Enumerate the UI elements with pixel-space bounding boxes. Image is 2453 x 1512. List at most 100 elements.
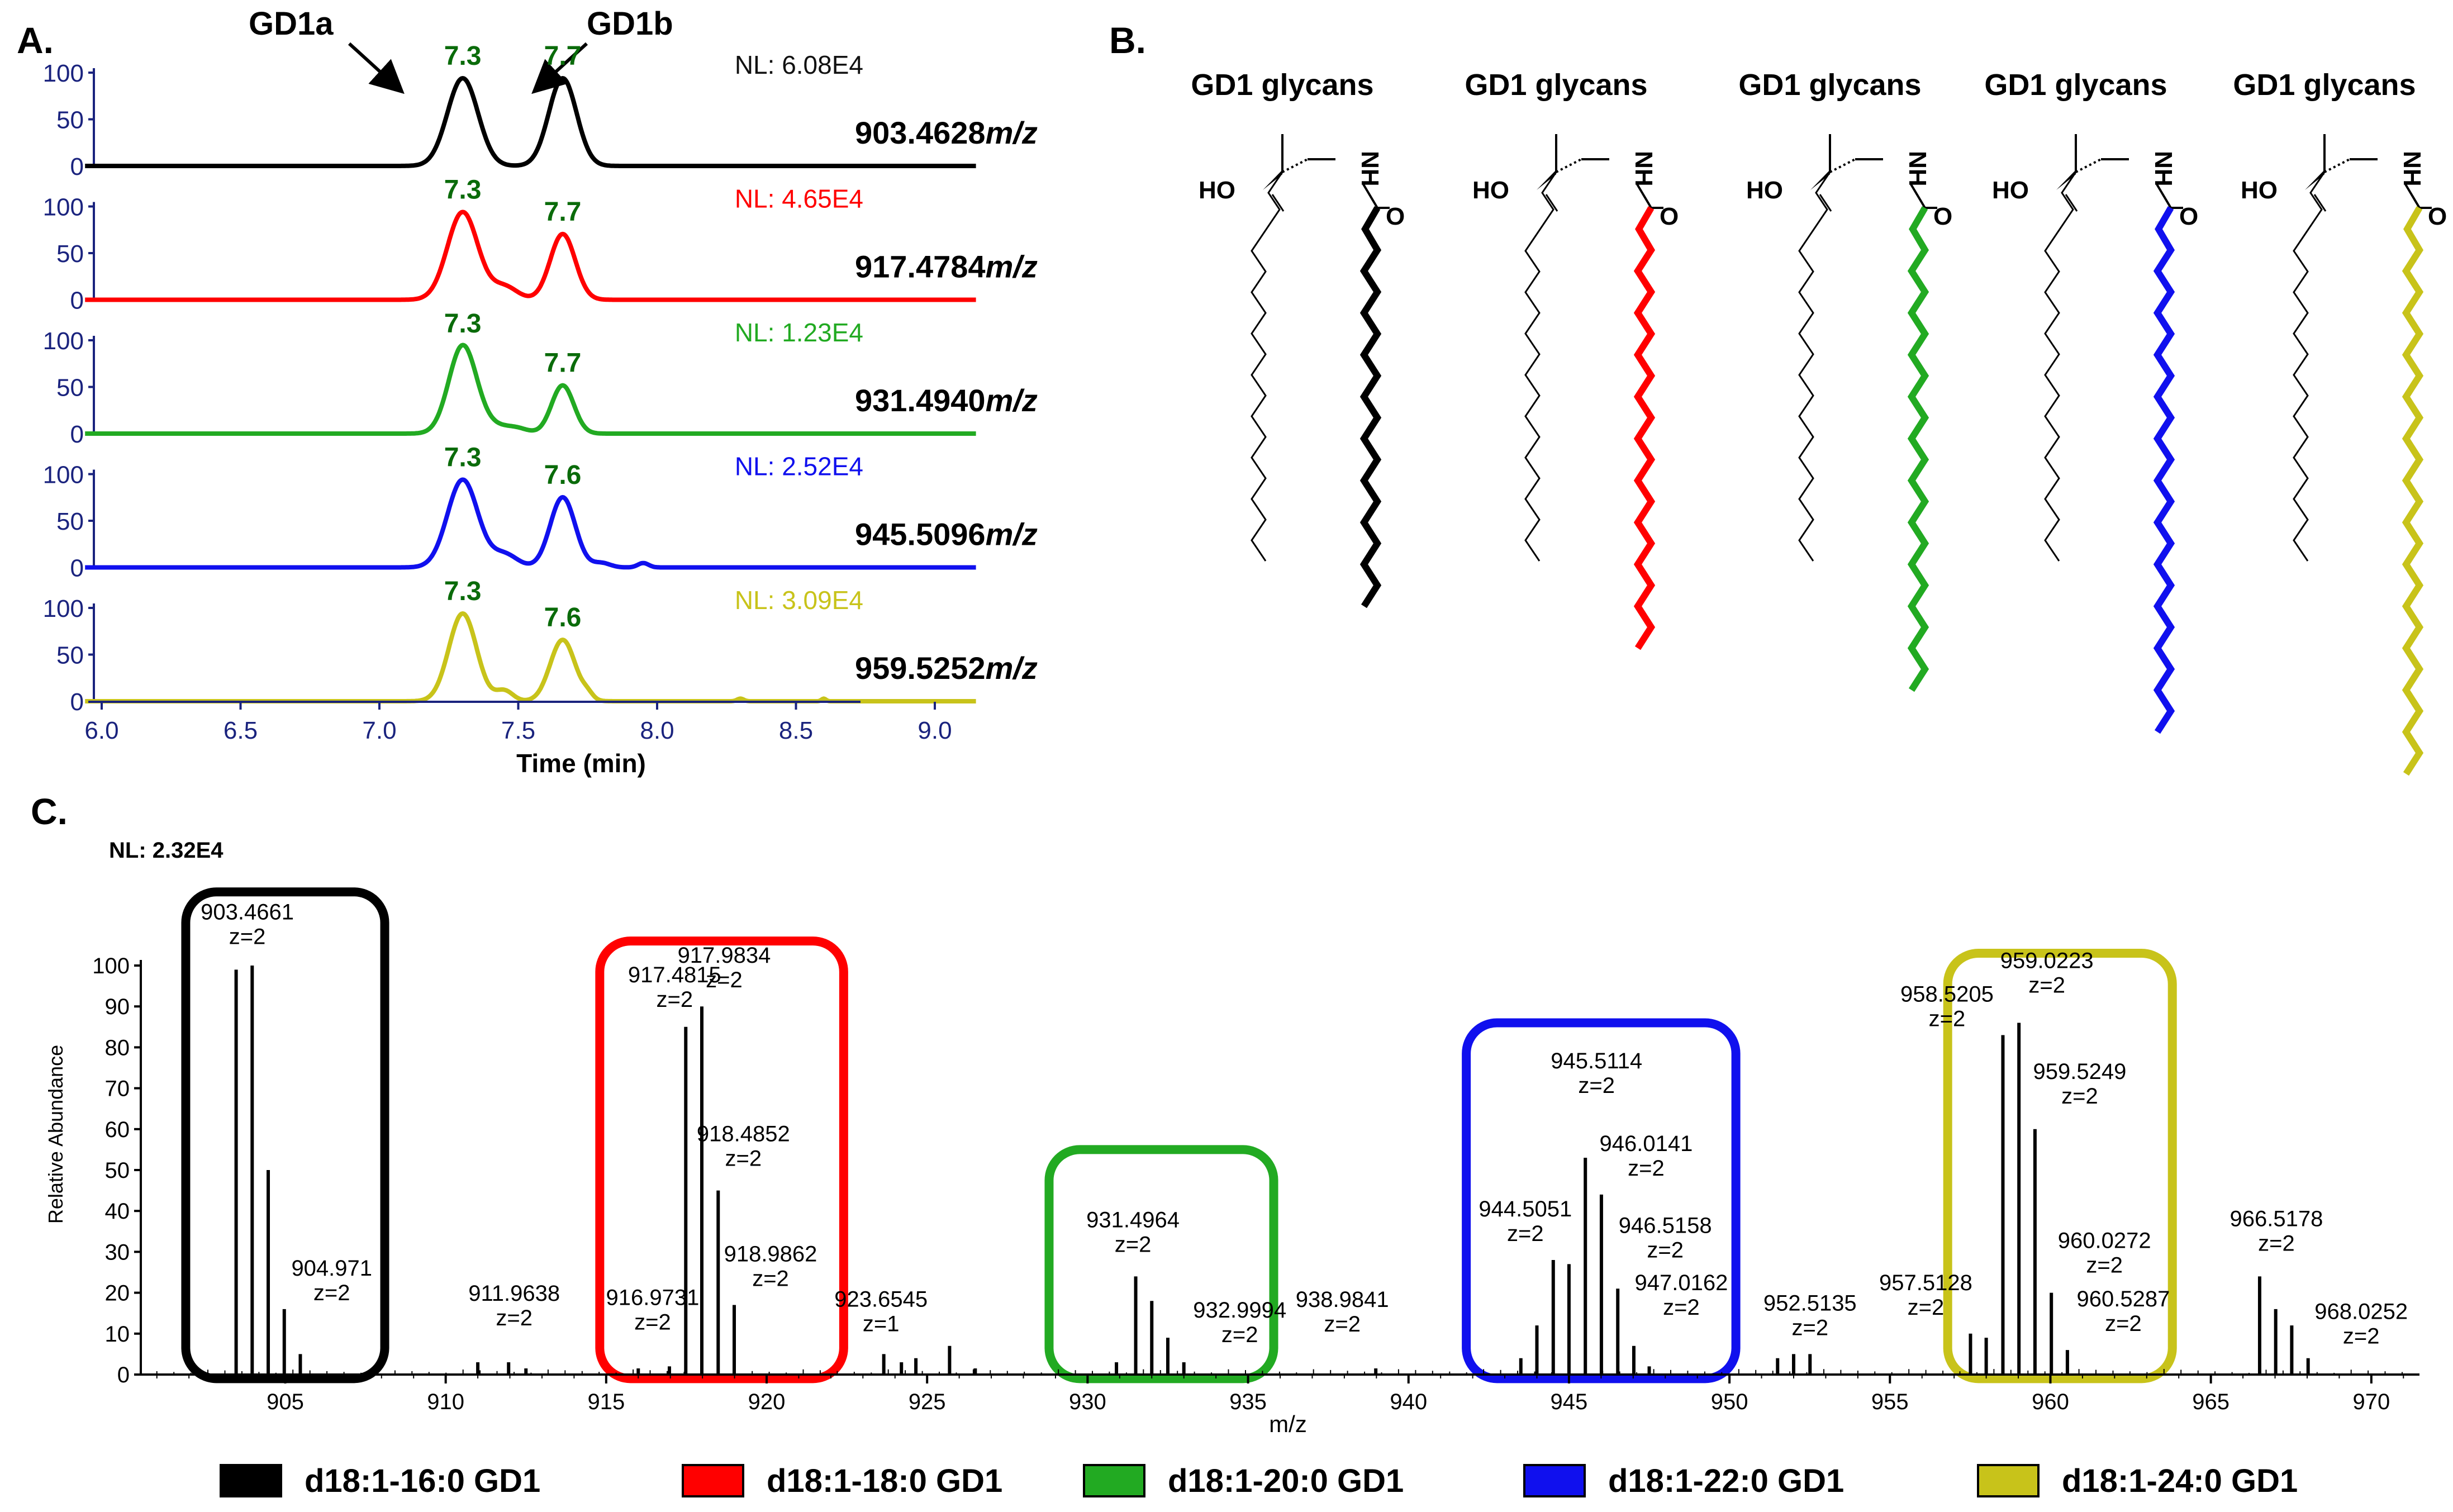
- trace-nl-label: NL: 3.09E4: [735, 586, 863, 615]
- double-bond: [2065, 194, 2078, 212]
- trace-nl-label: NL: 4.65E4: [735, 184, 863, 213]
- series-boxes: [181, 887, 2177, 1383]
- trace-y-tick-label: 0: [70, 555, 84, 582]
- chromatogram-trace: [84, 477, 977, 570]
- legend: d18:1-16:0 GD1 d18:1-18:0 GD1 d18:1-20:0 G…: [220, 1463, 2298, 1499]
- peak-mz-label: 968.0252: [2314, 1300, 2408, 1324]
- sphingosine-chain: [2044, 172, 2077, 562]
- spectrum-x-tick-label: 910: [427, 1390, 464, 1414]
- trace-mz-unit: m/z: [986, 383, 1038, 418]
- peak-mz-label: 959.5249: [2033, 1059, 2126, 1084]
- peak-charge-label: z=1: [863, 1311, 900, 1336]
- amide-bond: [1362, 183, 1378, 209]
- legend-swatch: [220, 1464, 282, 1497]
- spectrum-x-tick-label: 935: [1229, 1390, 1267, 1414]
- peak-mz-label: 903.4661: [201, 900, 294, 924]
- ho-label: HO: [2241, 177, 2278, 204]
- peak-rt-label: 7.3: [444, 41, 482, 71]
- panel-a-x-tick-label: 6.5: [224, 717, 258, 744]
- peak-rt-label: 7.7: [544, 197, 582, 227]
- chromatogram-trace: [84, 210, 977, 302]
- peak-mz-label: 966.5178: [2230, 1206, 2323, 1231]
- chromatogram-trace: [84, 611, 977, 703]
- hashed-bond: [2075, 158, 2102, 173]
- peak-mz-label: 911.9638: [468, 1281, 560, 1306]
- spectrum-noise: [156, 1369, 2403, 1375]
- peak-rt-label: 7.7: [544, 41, 582, 71]
- peak-mz-label: 945.5114: [1551, 1049, 1642, 1073]
- trace-mz-value: 945.5096: [855, 517, 986, 552]
- trace-mz-value: 917.4784: [855, 249, 986, 284]
- spectrum-x-tick-label: 965: [2192, 1390, 2229, 1414]
- ho-label: HO: [1472, 177, 1509, 204]
- trace-y-tick-label: 50: [56, 374, 84, 402]
- panel-a-chromatograms: GD1a GD1b 100 50 0 7.3 7.7 NL: 6.08E4 903.4628…: [43, 6, 1038, 778]
- peak-mz-label: 960.5287: [2076, 1287, 2170, 1311]
- wedge-bond: [1810, 170, 1830, 190]
- chromatogram-trace: [84, 76, 977, 168]
- peak-mz-label: 917.4815: [628, 963, 721, 987]
- amide-bond: [1910, 183, 1926, 209]
- peak-mz-label: 918.4852: [697, 1122, 790, 1147]
- wedge-bond: [2056, 170, 2076, 190]
- peak-charge-label: z=2: [634, 1310, 671, 1334]
- peak-charge-label: z=2: [1221, 1323, 1258, 1347]
- peak-mz-label: 917.9834: [678, 943, 771, 968]
- spectrum-y-tick-label: 100: [92, 954, 130, 978]
- nh-label: NH: [1630, 151, 1657, 187]
- legend-label: d18:1-22:0 GD1: [1608, 1463, 1844, 1499]
- spectrum-y-tick-label: 40: [105, 1199, 130, 1224]
- spectrum-y-tick-label: 90: [105, 995, 130, 1019]
- series-box: [1044, 1145, 1278, 1383]
- spectrum-y-tick-label: 60: [105, 1118, 130, 1142]
- nh-label: NH: [2150, 151, 2177, 187]
- spectrum-x-tick-label: 945: [1551, 1390, 1588, 1414]
- legend-swatch: [1977, 1464, 2040, 1497]
- hashed-bond: [1282, 158, 1308, 173]
- hashed-bond: [1556, 158, 1582, 173]
- ho-label: HO: [1746, 177, 1783, 204]
- peak-charge-label: z=2: [1115, 1232, 1152, 1257]
- spectrum-x-tick-label: 930: [1069, 1390, 1106, 1414]
- peak-charge-label: z=2: [725, 1147, 762, 1171]
- spectrum-y-tick-label: 0: [117, 1363, 130, 1387]
- trace-y-tick-label: 50: [56, 508, 84, 535]
- spectrum-y-tick-label: 30: [105, 1240, 130, 1264]
- spectrum-x-tick-label: 940: [1390, 1390, 1427, 1414]
- peak-mz-label: 918.9862: [724, 1242, 817, 1267]
- gd1b-annotation: GD1b: [587, 6, 673, 42]
- double-bond: [1545, 194, 1558, 212]
- peak-mz-label: 944.5051: [1479, 1197, 1572, 1221]
- panel-a-x-tick-label: 7.0: [362, 717, 396, 744]
- trace-y-tick-label: 100: [43, 462, 84, 489]
- trace-y-tick-label: 100: [43, 194, 84, 221]
- trace-y-tick-label: 0: [70, 421, 84, 448]
- trace-y-tick-label: 50: [56, 642, 84, 669]
- peak-mz-label: 957.5128: [1879, 1271, 1972, 1295]
- trace-mz-value: 931.4940: [855, 383, 986, 418]
- spectrum-axes: 0 10 20 30 40 50 60 70 80 90 100 905 910 915 920 925 930…: [92, 954, 2419, 1414]
- amide-bond: [1636, 183, 1652, 209]
- peak-charge-label: z=2: [2343, 1324, 2380, 1349]
- peak-rt-label: 7.6: [544, 460, 582, 490]
- trace-mz-label: 945.5096m/z: [855, 517, 1038, 552]
- panel-label-c: C.: [31, 791, 68, 832]
- trace-mz-unit: m/z: [986, 517, 1038, 552]
- peak-rt-label: 7.3: [444, 175, 482, 205]
- structure-title: GD1 glycans: [2233, 68, 2416, 102]
- spectrum-x-tick-label: 960: [2032, 1390, 2069, 1414]
- structure-title: GD1 glycans: [1984, 68, 2167, 102]
- nh-label: NH: [1904, 151, 1931, 187]
- peak-mz-label: 960.0272: [2058, 1229, 2151, 1253]
- peak-charge-label: z=2: [1507, 1221, 1544, 1246]
- structure-title: GD1 glycans: [1738, 68, 1921, 102]
- sphingosine-chain: [1251, 172, 1283, 562]
- ho-label: HO: [1992, 177, 2029, 204]
- hashed-bond: [1829, 158, 1856, 173]
- wedge-bond: [2305, 170, 2324, 190]
